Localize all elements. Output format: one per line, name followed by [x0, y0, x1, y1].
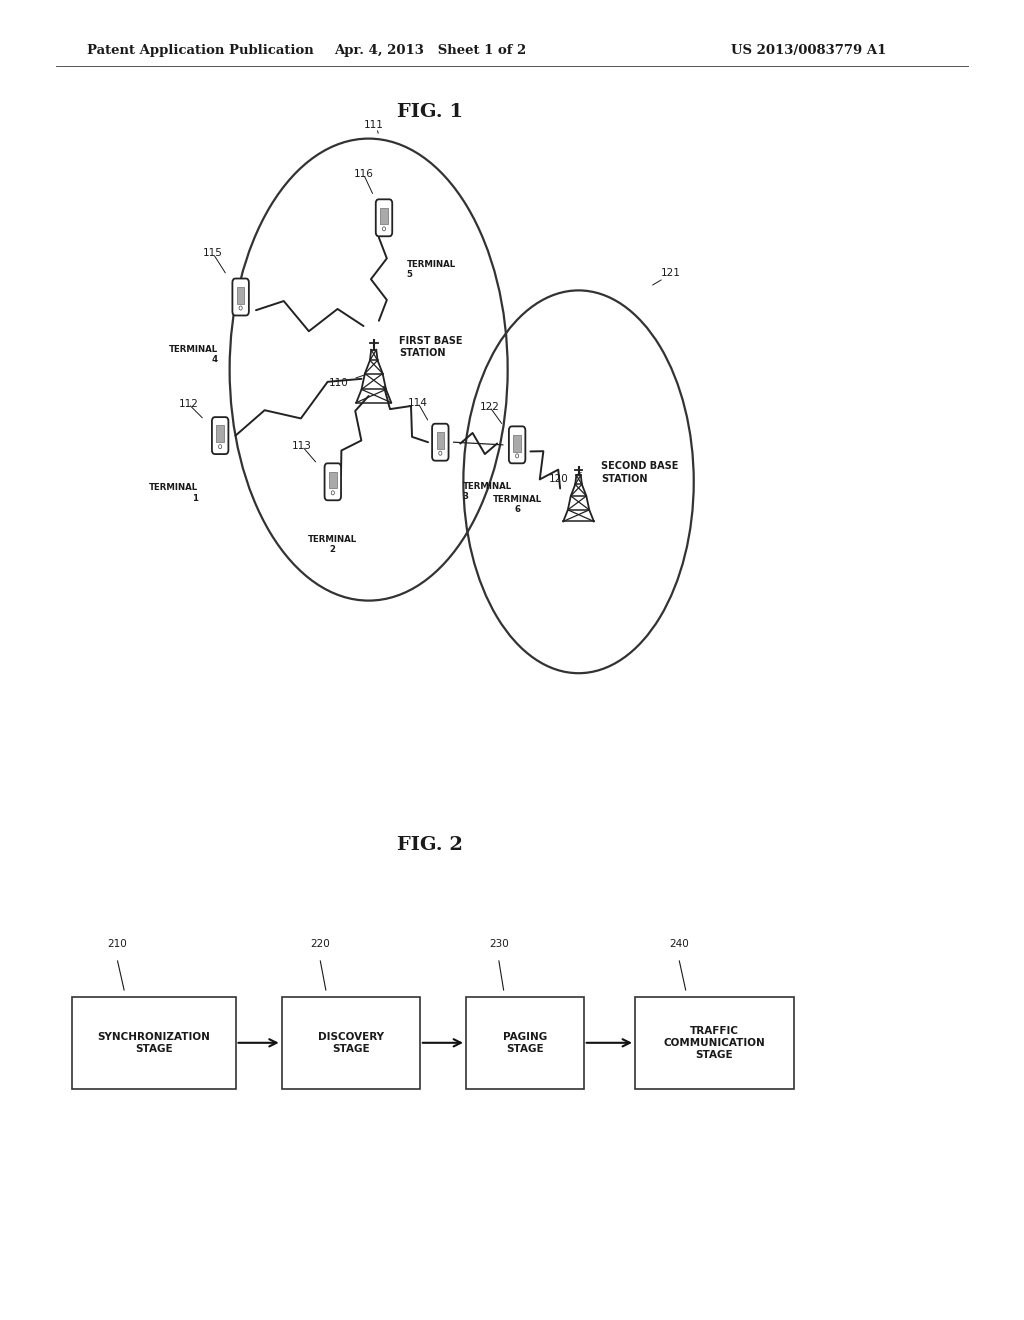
Circle shape	[239, 306, 243, 310]
FancyBboxPatch shape	[216, 425, 224, 442]
FancyBboxPatch shape	[212, 417, 228, 454]
Text: TERMINAL
4: TERMINAL 4	[169, 345, 218, 364]
Text: TERMINAL
6: TERMINAL 6	[493, 495, 542, 515]
Text: 111: 111	[364, 120, 384, 131]
Text: 220: 220	[310, 939, 330, 949]
Text: TRAFFIC
COMMUNICATION
STAGE: TRAFFIC COMMUNICATION STAGE	[664, 1026, 765, 1060]
FancyBboxPatch shape	[232, 279, 249, 315]
Text: 113: 113	[292, 441, 312, 451]
Text: 115: 115	[203, 248, 223, 259]
Text: SECOND BASE
STATION: SECOND BASE STATION	[601, 462, 679, 483]
Text: 122: 122	[479, 401, 500, 412]
Circle shape	[331, 491, 335, 495]
FancyBboxPatch shape	[635, 997, 794, 1089]
Text: PAGING
STAGE: PAGING STAGE	[503, 1032, 547, 1053]
Text: FIG. 1: FIG. 1	[397, 103, 463, 121]
Circle shape	[382, 227, 386, 231]
Text: FIRST BASE
STATION: FIRST BASE STATION	[399, 337, 463, 358]
Text: 120: 120	[549, 474, 568, 484]
Text: TERMINAL
3: TERMINAL 3	[463, 482, 512, 502]
Ellipse shape	[464, 290, 693, 673]
FancyBboxPatch shape	[380, 207, 388, 224]
Text: US 2013/0083779 A1: US 2013/0083779 A1	[731, 44, 887, 57]
Circle shape	[438, 451, 442, 455]
FancyBboxPatch shape	[282, 997, 420, 1089]
FancyBboxPatch shape	[325, 463, 341, 500]
Circle shape	[218, 445, 222, 449]
FancyBboxPatch shape	[436, 432, 444, 449]
Text: FIG. 2: FIG. 2	[397, 836, 463, 854]
Text: 121: 121	[660, 268, 681, 279]
FancyBboxPatch shape	[237, 286, 245, 304]
Text: Apr. 4, 2013   Sheet 1 of 2: Apr. 4, 2013 Sheet 1 of 2	[334, 44, 526, 57]
Text: 240: 240	[670, 939, 689, 949]
FancyBboxPatch shape	[432, 424, 449, 461]
Text: 210: 210	[108, 939, 127, 949]
FancyBboxPatch shape	[72, 997, 236, 1089]
FancyBboxPatch shape	[513, 434, 521, 451]
Text: TERMINAL
1: TERMINAL 1	[148, 483, 198, 503]
FancyBboxPatch shape	[509, 426, 525, 463]
Text: 110: 110	[329, 378, 348, 388]
FancyBboxPatch shape	[466, 997, 584, 1089]
Text: Patent Application Publication: Patent Application Publication	[87, 44, 313, 57]
FancyBboxPatch shape	[376, 199, 392, 236]
Circle shape	[515, 454, 519, 458]
Text: 116: 116	[353, 169, 374, 180]
FancyBboxPatch shape	[329, 471, 337, 488]
Text: DISCOVERY
STAGE: DISCOVERY STAGE	[317, 1032, 384, 1053]
Text: 114: 114	[408, 397, 428, 408]
Ellipse shape	[229, 139, 508, 601]
Text: SYNCHRONIZATION
STAGE: SYNCHRONIZATION STAGE	[97, 1032, 210, 1053]
Text: TERMINAL
5: TERMINAL 5	[407, 260, 456, 280]
Text: 112: 112	[178, 399, 199, 409]
Text: 230: 230	[489, 939, 509, 949]
Text: TERMINAL
2: TERMINAL 2	[308, 535, 357, 554]
